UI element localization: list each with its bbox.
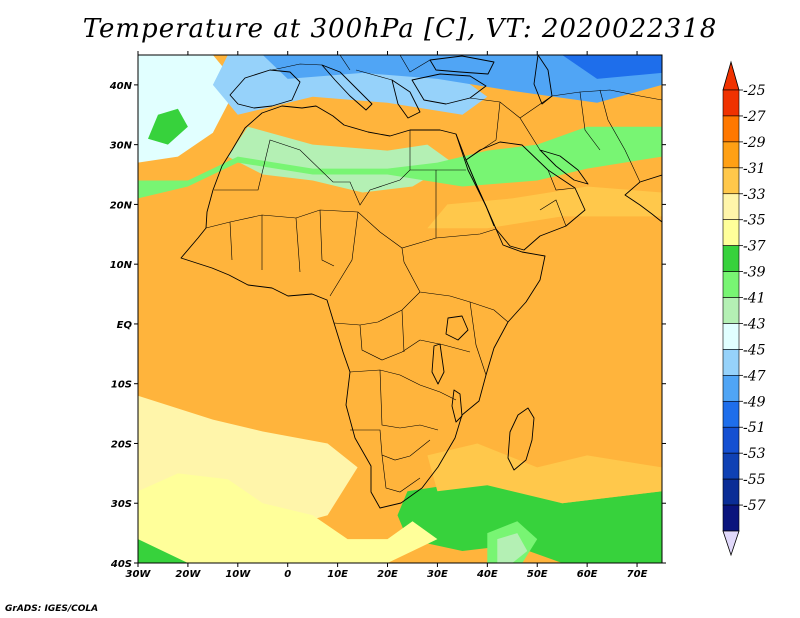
lon-tick-label: 10W — [225, 569, 251, 580]
lake-tanganyika — [431, 343, 445, 385]
madagascar-coastline — [507, 407, 535, 471]
colorbar-label: -45 — [743, 342, 766, 358]
axes: 30W 20W 10W 0 10E 20E 30E 40E 50E 60E 70E 40N 30N 20N… — [109, 51, 666, 580]
lon-tick-label: 0 — [284, 569, 291, 580]
turkey-coastline — [411, 73, 487, 105]
colorbar-swatch — [722, 375, 740, 402]
red-sea-coastline — [455, 133, 495, 227]
colorbar-swatch — [722, 452, 740, 480]
colorbar-swatch — [722, 167, 740, 195]
border-sahel — [205, 209, 497, 249]
lon-tick-label: 50E — [527, 569, 548, 580]
plot-frame — [137, 54, 663, 564]
colorbar-label: -41 — [743, 291, 766, 307]
colorbar-label: -35 — [743, 213, 766, 229]
lat-tick-label: 30N — [110, 141, 133, 152]
lon-tick-label: 30W — [126, 569, 152, 580]
lake-malawi — [451, 389, 463, 423]
field-region-5 — [138, 126, 662, 199]
colorbar-label: -55 — [743, 472, 766, 488]
field-region-6 — [148, 108, 188, 145]
colorbar-swatch — [722, 245, 740, 272]
colorbar-label: -57 — [743, 498, 766, 514]
border-nile-region — [401, 169, 466, 297]
colorbar-bottom-arrow — [722, 530, 740, 557]
colorbar-swatch — [722, 89, 740, 117]
temperature-field — [138, 55, 662, 563]
colorbar-label: -31 — [743, 161, 766, 177]
field-region-13 — [427, 443, 662, 504]
colorbar-swatch — [722, 193, 740, 221]
lon-tick-label: 70E — [627, 569, 648, 580]
lon-tick-label: 20E — [377, 569, 398, 580]
colorbar-swatch — [722, 349, 740, 376]
lat-tick-label: EQ — [117, 320, 133, 331]
colorbar-swatch — [722, 323, 740, 350]
africa-coastline — [180, 105, 546, 509]
colorbar-swatch — [722, 115, 740, 143]
colorbar-swatch — [722, 297, 740, 324]
field-region-7 — [397, 479, 662, 563]
caspian-coastline — [533, 55, 553, 105]
lat-tick-label: 20N — [110, 200, 133, 211]
italy-coastline — [321, 64, 373, 111]
border-sahara-north — [214, 130, 411, 206]
lon-tick-label: 10E — [327, 569, 348, 580]
grads-credit: GrADS: IGES/COLA — [5, 604, 99, 614]
field-region-3 — [562, 55, 662, 79]
lat-tick-label: 10S — [111, 380, 132, 391]
lon-tick-label: 20W — [175, 569, 201, 580]
colorbar-label: -29 — [743, 135, 766, 151]
field-region-12 — [138, 473, 438, 563]
border-southern-africa — [349, 369, 457, 493]
colorbar: -25 -27 -29 -31 -33 -35 -37 -39 -41 -43 -45 -47 -49 -… — [722, 60, 766, 557]
colorbar-label: -39 — [743, 265, 766, 281]
country-borders — [205, 55, 662, 493]
lon-tick-label: 40E — [476, 569, 498, 580]
colorbar-label: -51 — [743, 420, 766, 436]
border-west-africa — [229, 209, 359, 297]
colorbar-swatch — [722, 141, 740, 169]
iberia-coastline — [229, 69, 301, 109]
colorbar-label: -49 — [743, 394, 766, 410]
colorbar-label: -37 — [743, 239, 766, 255]
lon-tick-label: 30E — [427, 569, 448, 580]
border-east-africa — [419, 295, 509, 376]
colorbar-label: -53 — [743, 446, 766, 462]
lat-tick-label: 40N — [109, 81, 133, 92]
lake-victoria — [445, 315, 469, 341]
colorbar-label: -47 — [743, 368, 766, 384]
border-central-asia — [551, 89, 662, 183]
map-title: Temperature at 300hPa [C], VT: 202002231… — [82, 14, 718, 44]
colorbar-swatch — [722, 504, 740, 532]
lon-tick-label: 60E — [577, 569, 598, 580]
colorbar-swatch — [722, 271, 740, 298]
border-middle-east — [465, 95, 576, 227]
field-region-2 — [262, 55, 662, 103]
field-region-4 — [227, 126, 453, 193]
colorbar-top-arrow — [722, 60, 740, 91]
lat-tick-label: 20S — [111, 439, 132, 450]
lat-tick-label: 10N — [110, 260, 133, 271]
colorbar-swatch — [722, 478, 740, 506]
colorbar-swatch — [722, 426, 740, 454]
colorbar-swatch — [722, 400, 740, 428]
border-europe — [271, 55, 431, 81]
colorbar-swatch — [722, 219, 740, 246]
colorbar-label: -25 — [743, 83, 766, 99]
colorbar-label: -43 — [743, 316, 766, 332]
lat-tick-label: 40S — [110, 559, 132, 570]
persian-gulf-coastline — [539, 149, 589, 185]
colorbar-label: -27 — [743, 109, 766, 125]
greece-coastline — [391, 79, 421, 119]
lat-tick-label: 30S — [111, 499, 132, 510]
plot-area — [138, 55, 662, 563]
border-central-africa — [333, 291, 421, 361]
colorbar-label: -33 — [743, 187, 766, 203]
field-region-10 — [497, 533, 528, 563]
black-sea-coastline — [429, 55, 495, 75]
